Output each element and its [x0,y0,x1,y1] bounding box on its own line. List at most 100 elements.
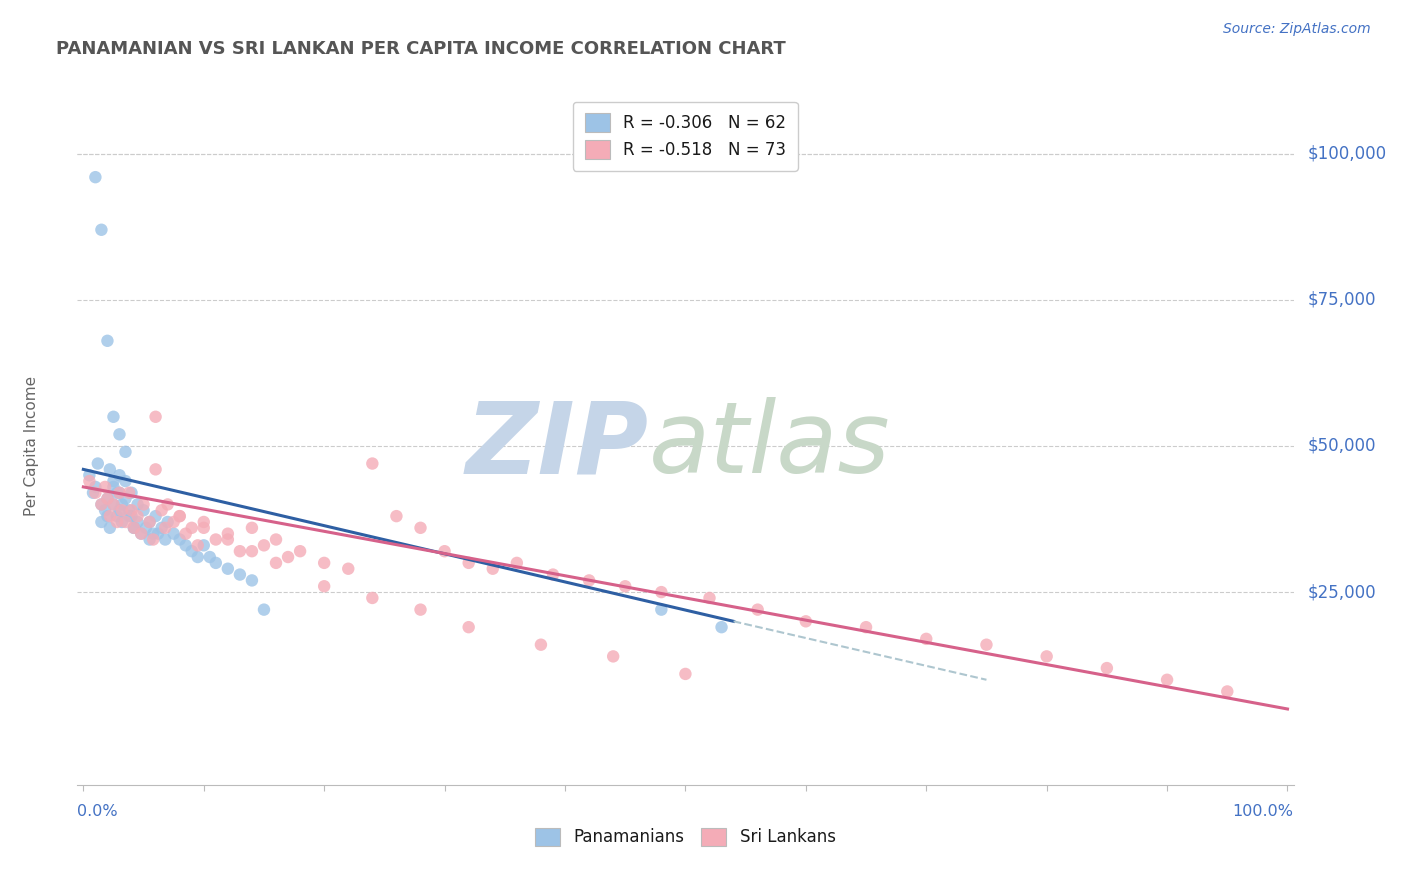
Point [253,538,276,552]
Point [84,485,107,500]
Point [602,649,624,664]
Point [433,544,456,558]
Point [132,503,155,517]
Point [135,521,157,535]
Point [142,533,165,547]
Point [675,667,697,681]
Point [96,491,118,506]
Text: $75,000: $75,000 [1308,291,1376,309]
Point [264,533,287,547]
Point [163,526,186,541]
Point [614,579,637,593]
Point [361,591,384,605]
Point [193,538,215,552]
Point [174,526,197,541]
Point [118,485,141,500]
Point [129,526,152,541]
Point [253,602,276,616]
Point [193,515,215,529]
Point [163,515,186,529]
Point [127,498,149,512]
Point [385,509,408,524]
Text: $100,000: $100,000 [1308,145,1386,163]
Point [337,562,360,576]
Point [105,485,128,500]
Text: 0.0%: 0.0% [77,805,118,819]
Point [240,521,263,535]
Point [105,515,128,529]
Point [118,509,141,524]
Text: PANAMANIAN VS SRI LANKAN PER CAPITA INCOME CORRELATION CHART: PANAMANIAN VS SRI LANKAN PER CAPITA INCO… [56,40,786,58]
Text: ZIP: ZIP [465,398,650,494]
Point [108,468,131,483]
Point [156,498,179,512]
Point [108,503,131,517]
Point [409,602,432,616]
Point [111,515,134,529]
Point [264,556,287,570]
Point [121,509,143,524]
Point [90,223,112,237]
Point [229,544,252,558]
Point [155,521,177,535]
Point [96,491,118,506]
Point [217,533,239,547]
Text: Per Capita Income: Per Capita Income [24,376,38,516]
Point [145,509,167,524]
Point [146,526,169,541]
Point [156,515,179,529]
Point [90,498,112,512]
Point [193,521,215,535]
Point [79,474,101,488]
Point [79,468,101,483]
Point [361,457,384,471]
Point [855,620,877,634]
Point [127,509,149,524]
Point [277,549,299,564]
Point [314,579,336,593]
Point [138,515,160,529]
Point [155,533,177,547]
Point [530,638,553,652]
Point [103,480,125,494]
Point [142,526,165,541]
Point [90,515,112,529]
Point [187,549,209,564]
Point [84,170,107,185]
Point [121,503,143,517]
Point [976,638,998,652]
Point [180,544,202,558]
Point [105,509,128,524]
Point [457,556,479,570]
Point [710,620,733,634]
Point [747,602,769,616]
Point [84,480,107,494]
Text: Source: ZipAtlas.com: Source: ZipAtlas.com [1223,22,1371,37]
Text: $50,000: $50,000 [1308,437,1376,455]
Point [121,485,143,500]
Point [108,427,131,442]
Point [457,620,479,634]
Point [96,334,118,348]
Point [108,485,131,500]
Point [122,521,145,535]
Text: $25,000: $25,000 [1308,583,1376,601]
Point [187,538,209,552]
Point [94,503,117,517]
Point [122,521,145,535]
Point [314,556,336,570]
Point [1095,661,1118,675]
Point [1156,673,1178,687]
Point [114,445,136,459]
Point [103,474,125,488]
Point [108,485,131,500]
Point [145,462,167,476]
Point [103,498,125,512]
Point [150,503,173,517]
Point [111,503,134,517]
Point [240,574,263,588]
Text: 100.0%: 100.0% [1233,805,1294,819]
Point [217,562,239,576]
Point [204,533,226,547]
Legend: Panamanians, Sri Lankans: Panamanians, Sri Lankans [527,819,844,855]
